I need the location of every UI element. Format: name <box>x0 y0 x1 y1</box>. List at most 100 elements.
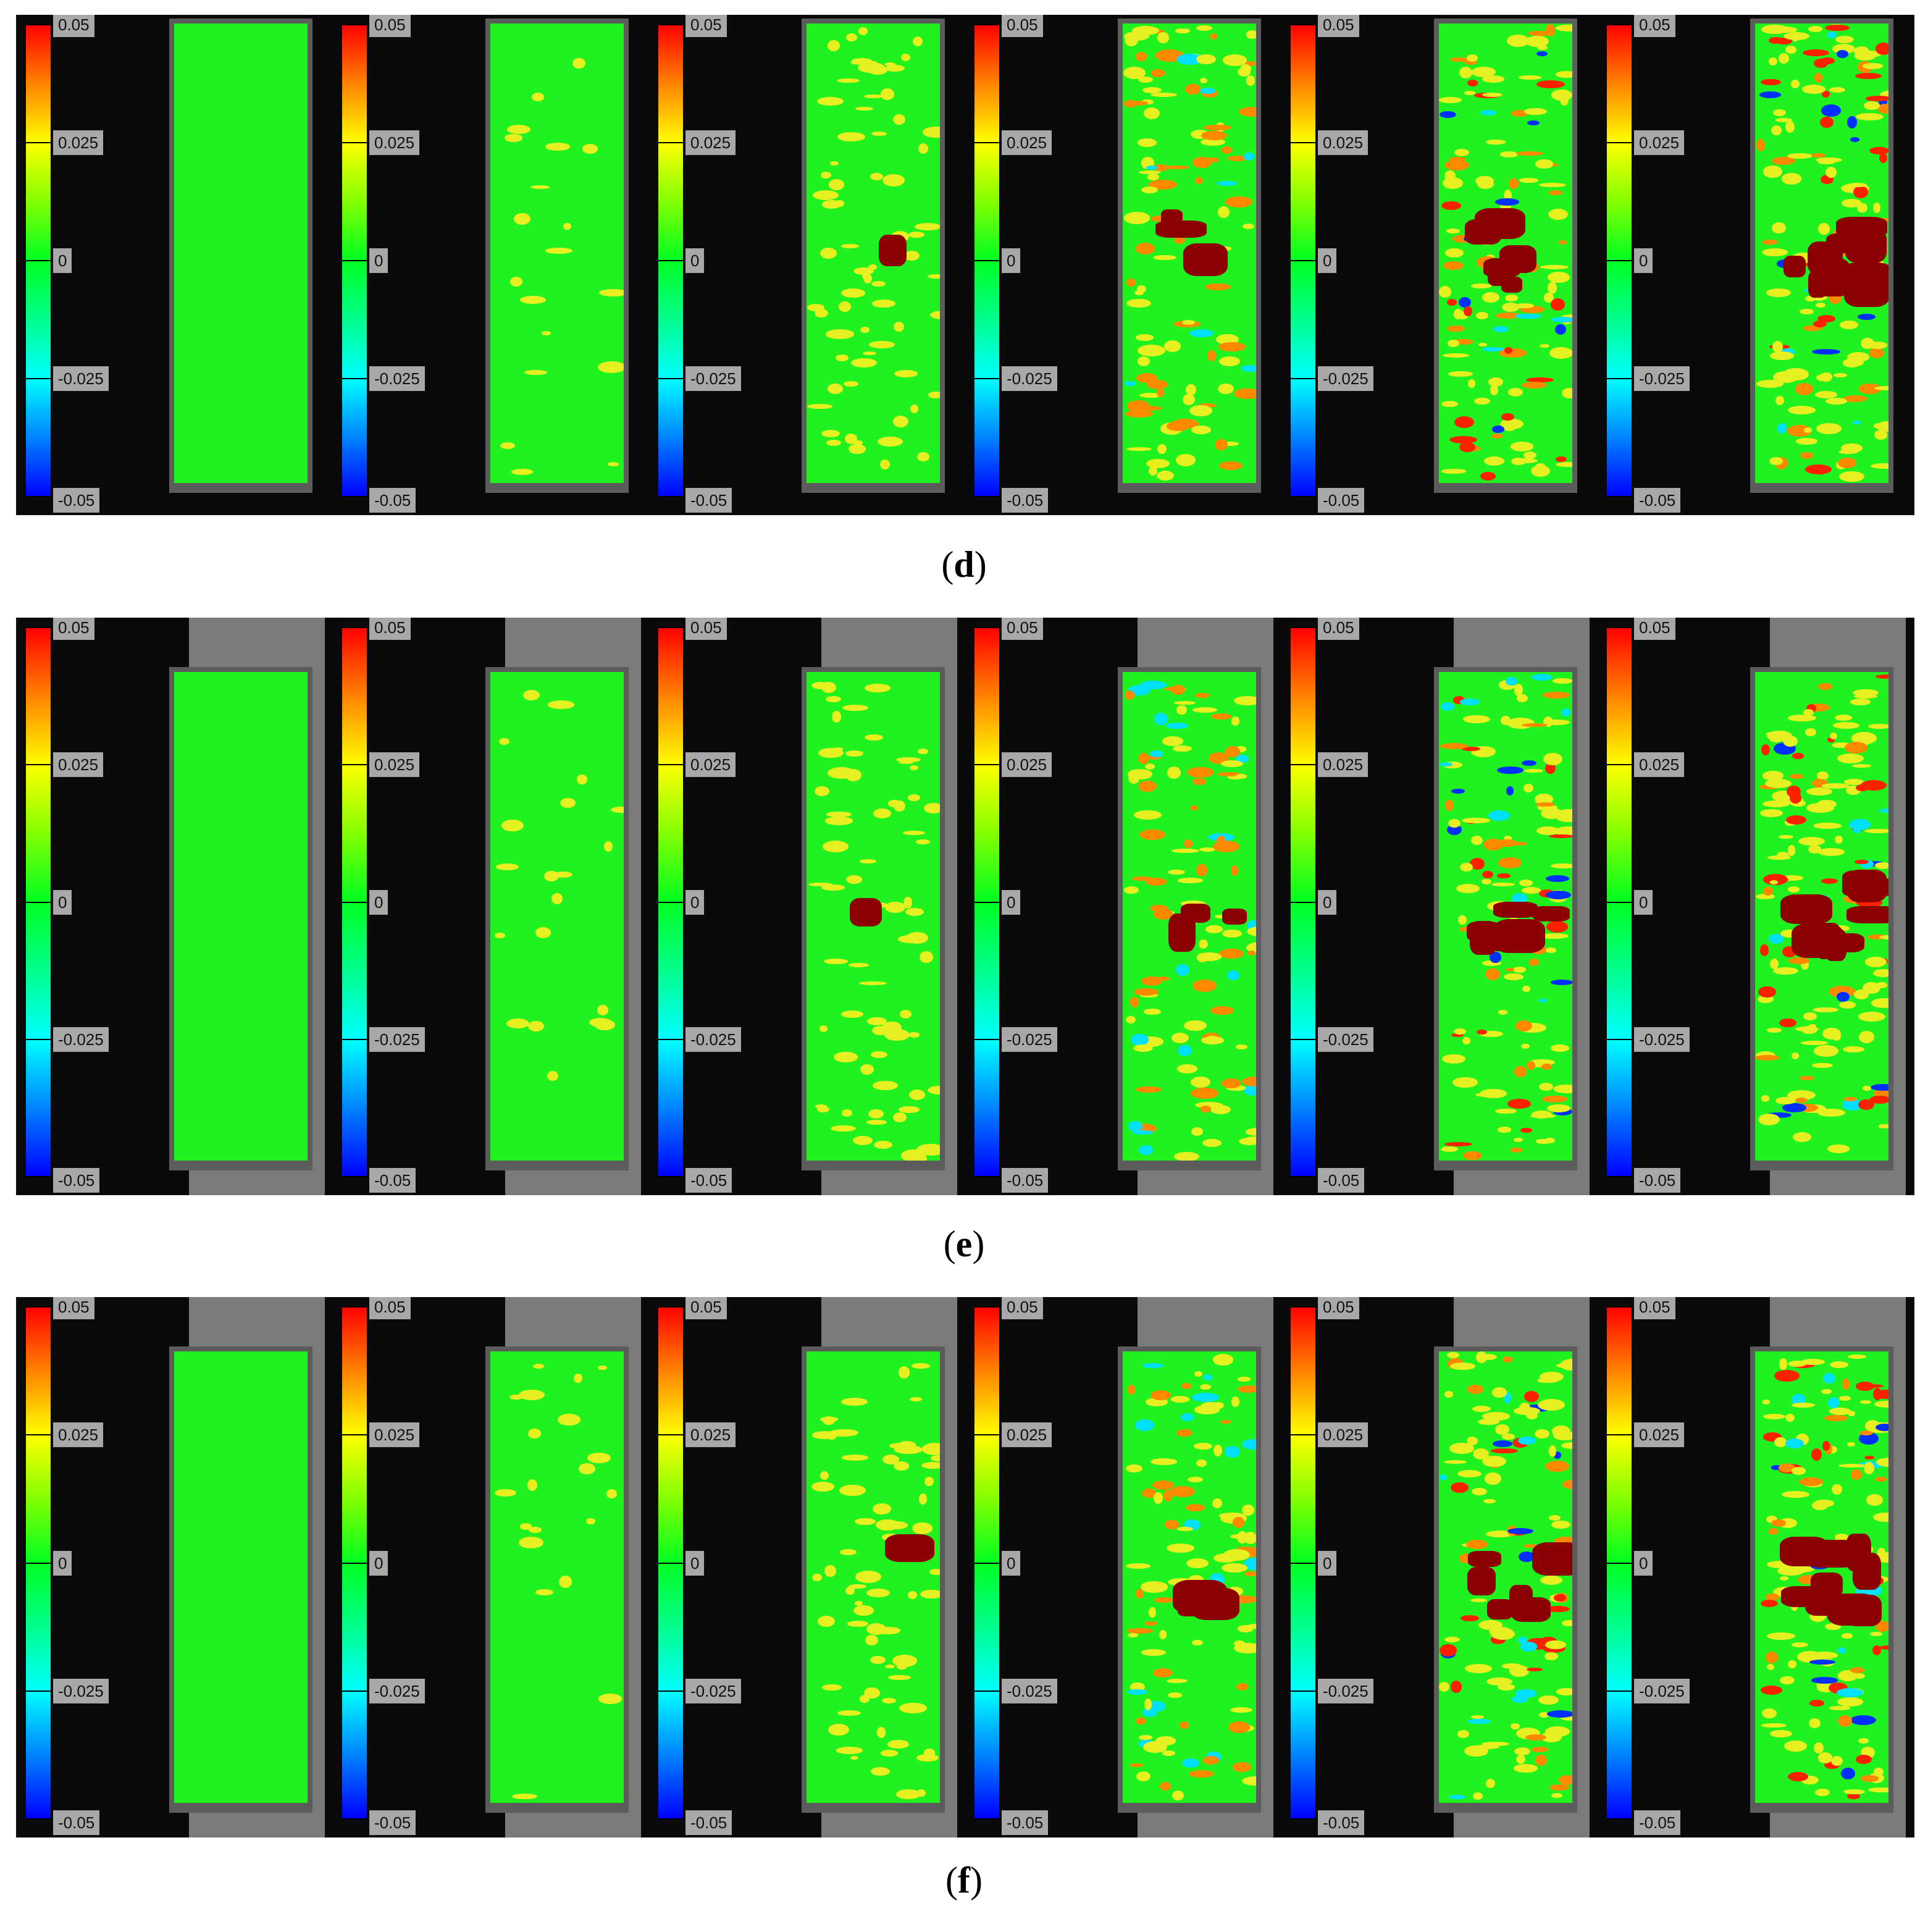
strain-spot <box>1550 980 1572 985</box>
strain-spot <box>1439 97 1462 103</box>
damage-zone <box>1499 245 1537 273</box>
colorbar-tick <box>974 378 999 379</box>
strain-spot <box>1203 1756 1220 1765</box>
strain-spot <box>1833 373 1848 378</box>
strain-spot <box>1767 855 1791 860</box>
colorbar-tick <box>1291 901 1315 903</box>
strain-spot <box>1146 165 1157 170</box>
strain-spot <box>1541 1731 1562 1742</box>
strain-panel: 0.05 0.025 0 -0.025 -0.05 <box>1281 618 1595 1195</box>
strain-spot <box>1210 1006 1234 1015</box>
strain-spot <box>1191 1127 1204 1136</box>
colorbar-tick-label: -0.05 <box>1634 1810 1681 1835</box>
strain-spot <box>1819 57 1835 65</box>
strain-spot <box>1501 413 1514 421</box>
strain-spot <box>1817 682 1833 691</box>
strain-spot <box>1786 815 1807 825</box>
colorbar-tick-label: 0.05 <box>369 15 411 37</box>
strain-spot <box>1540 1575 1563 1586</box>
strain-spot <box>1785 1413 1795 1422</box>
colorbar-tick <box>658 142 683 143</box>
colorbar-tick-label: 0.05 <box>1318 1297 1359 1319</box>
strain-spot <box>1767 1632 1795 1640</box>
strain-spot <box>1239 1138 1256 1146</box>
strain-spot <box>1154 1492 1163 1505</box>
strain-spot <box>1824 1623 1842 1630</box>
strain-spot <box>1839 321 1858 330</box>
strain-panel: 0.05 0.025 0 -0.025 -0.05 <box>1597 15 1911 515</box>
strain-spot <box>1821 104 1842 117</box>
strain-spot <box>1867 342 1888 349</box>
strain-spot <box>1451 1482 1469 1493</box>
strain-spot <box>1146 459 1170 469</box>
colorbar-tick <box>1291 764 1315 766</box>
strain-spot <box>1242 1776 1256 1786</box>
strain-spot <box>1238 107 1256 117</box>
strain-spot <box>1215 334 1239 345</box>
strain-spot <box>1467 1385 1484 1394</box>
colorbar-tick-label: -0.05 <box>53 1168 100 1193</box>
colorbar-tick <box>1291 627 1315 628</box>
strain-spot <box>1155 976 1170 981</box>
strain-spot <box>1244 1571 1256 1576</box>
strain-spot <box>845 769 861 781</box>
strain-spot <box>1456 883 1480 894</box>
strain-spot <box>866 1623 887 1635</box>
strain-spot <box>908 794 921 801</box>
colorbar-tick <box>1607 142 1632 143</box>
strain-spot <box>1246 75 1255 86</box>
colorbar-tick <box>974 24 999 25</box>
strain-spot <box>1188 1477 1204 1483</box>
strain-spot <box>1535 159 1554 169</box>
strain-spot <box>1449 156 1467 162</box>
strain-spot <box>1147 173 1160 180</box>
colorbar-tick-label: 0 <box>1002 1550 1021 1576</box>
strain-spot <box>1163 340 1181 353</box>
strain-spot <box>1220 441 1239 447</box>
strain-spot <box>1873 1389 1888 1400</box>
colorbar-tick <box>658 24 683 25</box>
strain-spot <box>1832 1484 1842 1495</box>
strain-spot <box>1779 1676 1795 1685</box>
strain-spot <box>1482 960 1502 967</box>
strain-spot <box>1207 157 1219 162</box>
strain-spot <box>529 1526 542 1533</box>
strain-field <box>1123 1351 1256 1803</box>
strain-spot <box>1814 1044 1839 1057</box>
strain-spot <box>904 250 920 261</box>
strain-spot <box>1785 1438 1804 1448</box>
colorbar-tick-label: -0.05 <box>1002 488 1049 513</box>
damage-zone <box>1532 1542 1572 1576</box>
strain-panel: 0.05 0.025 0 -0.025 -0.05 <box>16 1297 330 1838</box>
strain-spot <box>1858 383 1882 394</box>
strain-spot <box>1545 24 1556 36</box>
colorbar-tick <box>342 764 367 766</box>
colorbar-tick <box>1607 1306 1632 1308</box>
strain-spot <box>920 956 928 961</box>
strain-spot <box>1451 788 1465 794</box>
strain-spot <box>841 1455 868 1461</box>
strain-spot <box>1760 944 1769 956</box>
strain-spot <box>587 1453 611 1463</box>
strain-spot <box>1852 689 1879 697</box>
strain-spot <box>1228 1721 1250 1733</box>
colorbar-tick <box>1607 1818 1632 1820</box>
strain-spot <box>1829 1706 1850 1710</box>
strain-spot <box>1761 78 1782 86</box>
strain-spot <box>1874 386 1888 390</box>
strain-spot <box>1444 800 1454 811</box>
strain-spot <box>1138 138 1157 148</box>
colorbar-tick <box>26 1690 51 1692</box>
strain-spot <box>829 161 839 166</box>
strain-spot <box>1545 891 1572 899</box>
strain-spot <box>1126 447 1152 451</box>
strain-field <box>1755 1351 1888 1803</box>
strain-spot <box>1511 457 1527 466</box>
strain-spot <box>1808 26 1823 33</box>
colorbar-tick <box>1607 24 1632 25</box>
strain-spot <box>1222 54 1247 66</box>
strain-spot <box>1519 1552 1535 1563</box>
strain-panel: 0.05 0.025 0 -0.025 -0.05 <box>648 618 962 1195</box>
strain-spot <box>833 747 844 752</box>
strain-spot <box>879 460 891 470</box>
